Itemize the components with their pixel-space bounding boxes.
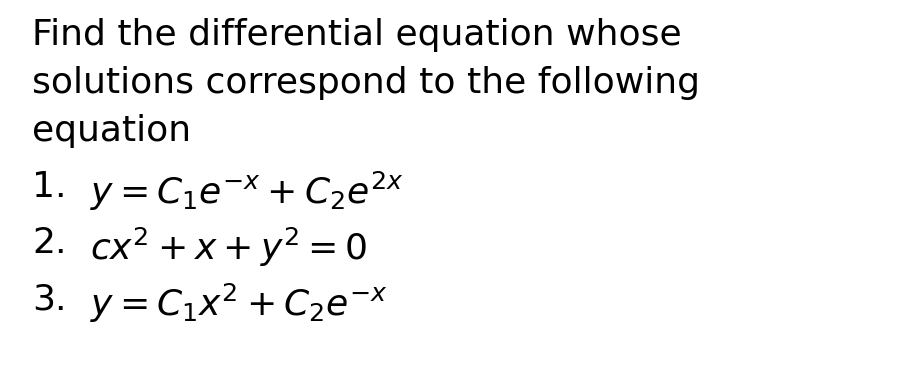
Text: 3.: 3. xyxy=(32,282,67,316)
Text: Find the differential equation whose: Find the differential equation whose xyxy=(32,18,682,52)
Text: equation: equation xyxy=(32,114,191,148)
Text: $y = C_1x^2 + C_2e^{-x}$: $y = C_1x^2 + C_2e^{-x}$ xyxy=(90,282,387,325)
Text: $y = C_1e^{-x} + C_2e^{2x}$: $y = C_1e^{-x} + C_2e^{2x}$ xyxy=(90,170,404,213)
Text: 2.: 2. xyxy=(32,226,67,260)
Text: solutions correspond to the following: solutions correspond to the following xyxy=(32,66,700,100)
Text: $cx^2 + x + y^2 = 0$: $cx^2 + x + y^2 = 0$ xyxy=(90,226,367,269)
Text: 1.: 1. xyxy=(32,170,67,204)
